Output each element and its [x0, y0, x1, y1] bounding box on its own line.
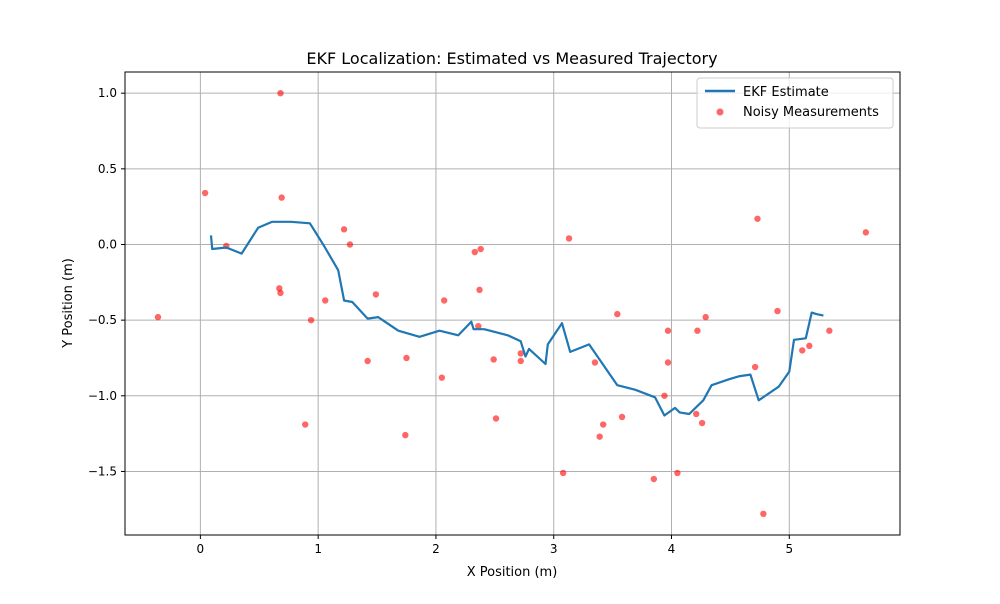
- y-tick-label: −1.5: [88, 464, 117, 478]
- measurement-point: [277, 89, 284, 97]
- legend-label-estimate: EKF Estimate: [743, 85, 829, 100]
- x-tick-label: 0: [197, 542, 205, 556]
- legend-marker-swatch: [716, 108, 724, 116]
- measurement-point: [693, 410, 700, 418]
- measurement-point: [278, 194, 285, 201]
- measurement-point: [364, 357, 371, 365]
- measurement-point: [490, 356, 497, 363]
- measurement-point: [702, 313, 709, 321]
- measurement-point: [302, 421, 309, 428]
- measurement-point: [799, 347, 806, 354]
- x-tick-label: 1: [314, 542, 322, 556]
- measurement-point: [650, 475, 658, 483]
- measurement-point: [475, 322, 482, 330]
- y-axis-label: Y Position (m): [61, 258, 76, 349]
- legend: EKF Estimate Noisy Measurements: [696, 77, 894, 129]
- measurement-point: [346, 241, 354, 248]
- measurement-point: [559, 469, 567, 477]
- measurement-point: [661, 392, 668, 399]
- measurement-point: [674, 469, 681, 477]
- measurement-point: [596, 433, 603, 440]
- measurement-point: [698, 419, 706, 427]
- x-tick-label: 4: [668, 542, 676, 556]
- legend-box: [696, 77, 894, 129]
- measurement-point: [277, 289, 284, 297]
- ticks: 0 1 2 3 4 5 −1.5 −1.0 −0.5 0.0 0.5 1.0: [88, 86, 793, 556]
- measurement-point: [477, 245, 484, 253]
- x-tick-label: 3: [550, 542, 558, 556]
- measurement-point: [599, 421, 607, 428]
- measurement-point: [565, 235, 573, 242]
- ekf-estimate-line: [209, 220, 824, 417]
- grid: [125, 72, 900, 535]
- y-tick-label: −1.0: [88, 389, 117, 403]
- legend-label-measurements: Noisy Measurements: [743, 105, 879, 120]
- measurement-point: [618, 413, 626, 421]
- measurement-point: [517, 350, 524, 357]
- measurement-point: [471, 248, 479, 256]
- measurement-point: [751, 363, 759, 371]
- measurement-point: [340, 226, 348, 233]
- measurement-point: [154, 313, 162, 321]
- measurement-point: [591, 359, 599, 366]
- measurement-point: [438, 374, 446, 381]
- measurement-point: [201, 189, 209, 197]
- measurement-point: [614, 310, 621, 318]
- measurement-point: [322, 297, 329, 304]
- measurement-point: [806, 342, 813, 350]
- y-tick-label: −0.5: [88, 313, 117, 327]
- measurement-point: [517, 357, 524, 365]
- measurement-point: [402, 431, 409, 439]
- data-layer: [154, 89, 870, 518]
- measurement-point: [774, 307, 781, 315]
- measurement-point: [492, 415, 500, 422]
- measurement-point: [694, 327, 701, 334]
- chart-title: EKF Localization: Estimated vs Measured …: [306, 49, 717, 68]
- x-tick-label: 2: [432, 542, 440, 556]
- measurement-point: [760, 510, 767, 518]
- y-tick-label: 0.5: [98, 162, 117, 176]
- measurement-point: [754, 215, 761, 222]
- measurement-point: [307, 316, 315, 324]
- axes-frame: [124, 71, 901, 536]
- measurement-point: [403, 354, 410, 362]
- y-tick-label: 0.0: [98, 237, 117, 251]
- measurement-point: [476, 286, 483, 294]
- x-tick-label: 5: [785, 542, 793, 556]
- y-tick-label: 1.0: [98, 86, 117, 100]
- measurement-point: [862, 229, 870, 236]
- measurement-point: [664, 359, 672, 366]
- measurement-point: [440, 297, 448, 304]
- x-axis-label: X Position (m): [467, 565, 558, 580]
- measurement-point: [372, 291, 380, 298]
- measurement-point: [664, 327, 672, 334]
- measurement-point: [826, 327, 833, 334]
